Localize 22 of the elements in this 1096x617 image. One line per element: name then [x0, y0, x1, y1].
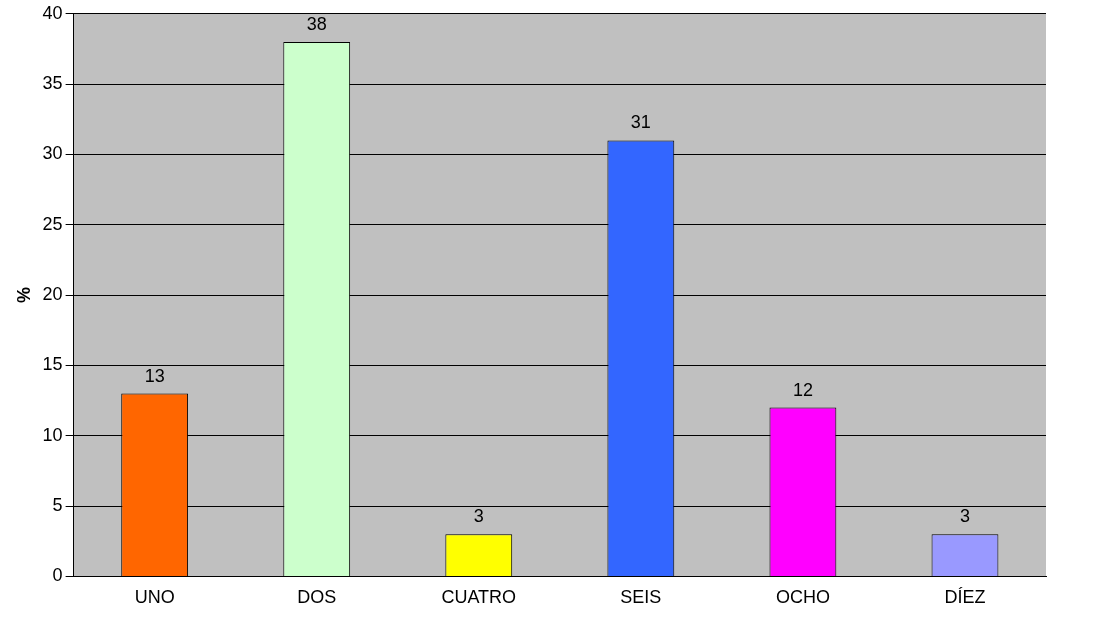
- y-tick-label: 10: [42, 424, 63, 445]
- y-tick-label: 0: [52, 565, 63, 586]
- y-axis-title: %: [13, 287, 34, 304]
- x-tick-label: DÍEZ: [944, 587, 986, 608]
- x-tick-label: OCHO: [775, 587, 830, 608]
- x-tick-label: DOS: [297, 587, 337, 608]
- y-tick-label: 20: [42, 284, 63, 305]
- data-label: 38: [306, 13, 327, 34]
- y-tick-label: 5: [52, 495, 63, 516]
- x-tick-label: CUATRO: [441, 587, 517, 608]
- y-tick-label: 25: [42, 213, 63, 234]
- y-tick-label: 35: [42, 73, 63, 94]
- y-tick-label: 15: [42, 354, 63, 375]
- data-label: 13: [144, 365, 165, 386]
- data-label: 31: [630, 112, 651, 133]
- data-label: 3: [473, 506, 484, 527]
- x-tick-label: SEIS: [620, 587, 662, 608]
- y-tick-label: 30: [42, 143, 63, 164]
- y-tick-label: 40: [42, 2, 63, 23]
- x-tick-label: UNO: [134, 587, 175, 608]
- data-label: 3: [959, 506, 970, 527]
- data-label: 12: [792, 379, 813, 400]
